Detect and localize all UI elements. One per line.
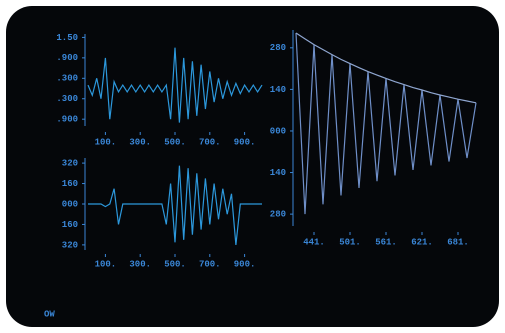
y-tick-label: 140 xyxy=(270,85,286,95)
x-tick-label: 700. xyxy=(199,137,221,147)
y-tick-label: .900 xyxy=(56,115,78,125)
y-tick-label: 160 xyxy=(62,179,78,189)
y-tick-label: 280 xyxy=(270,43,286,53)
x-tick-label: 300. xyxy=(129,259,151,269)
trace xyxy=(87,47,263,123)
y-tick-label: 280 xyxy=(270,209,286,219)
x-tick-label: 100. xyxy=(95,137,117,147)
y-tick-label: 320 xyxy=(62,240,78,250)
y-tick-label: 160 xyxy=(62,220,78,230)
y-tick-label: .300 xyxy=(56,94,78,104)
y-tick-label: 140 xyxy=(270,168,286,178)
x-tick-label: 900. xyxy=(234,259,256,269)
x-tick-label: 561. xyxy=(375,237,397,247)
y-tick-label: 1.50 xyxy=(56,33,78,43)
x-tick-label: 441. xyxy=(303,237,325,247)
status-text: OW xyxy=(44,309,55,319)
x-tick-label: 501. xyxy=(339,237,361,247)
x-tick-label: 681. xyxy=(447,237,469,247)
x-tick-label: 500. xyxy=(164,259,186,269)
x-tick-label: 100. xyxy=(95,259,117,269)
y-tick-label: 320 xyxy=(62,158,78,168)
y-tick-label: .300 xyxy=(56,74,78,84)
y-tick-label: .900 xyxy=(56,53,78,63)
trace xyxy=(88,165,262,245)
y-tick-label: 000 xyxy=(270,126,286,136)
trace xyxy=(295,32,477,104)
x-tick-label: 500. xyxy=(164,137,186,147)
x-tick-label: 900. xyxy=(234,137,256,147)
x-tick-label: 621. xyxy=(411,237,433,247)
crt-screen xyxy=(6,6,499,327)
y-tick-label: 000 xyxy=(62,199,78,209)
x-tick-label: 300. xyxy=(129,137,151,147)
x-tick-label: 700. xyxy=(199,259,221,269)
